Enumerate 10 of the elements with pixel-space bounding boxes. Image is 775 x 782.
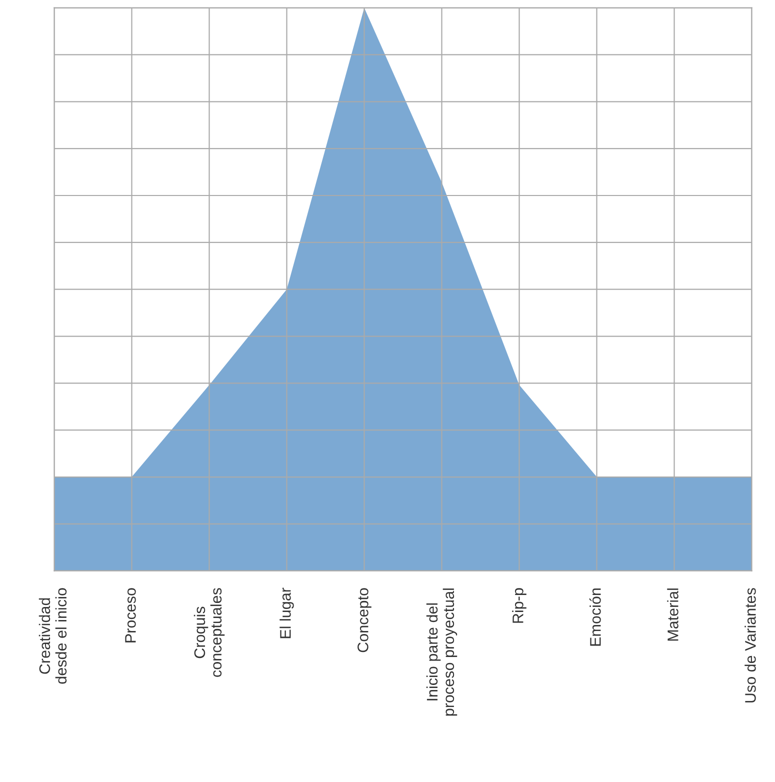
x-tick-label: Emoción — [589, 588, 601, 646]
x-tick-label: Croquis conceptuales — [194, 588, 225, 677]
x-tick-label: Inicio parte del proceso proyectual — [426, 588, 458, 716]
x-tick-label: Rip-p — [512, 588, 526, 623]
x-tick-label: Uso de Variantes — [744, 588, 756, 702]
x-tick-label: Material — [667, 588, 678, 641]
x-tick-label: Creatividad desde el inicio — [38, 588, 67, 684]
x-tick-label: El lugar — [280, 588, 294, 638]
x-tick-label: Concepto — [358, 588, 372, 652]
x-tick-label: Proceso — [125, 588, 136, 642]
